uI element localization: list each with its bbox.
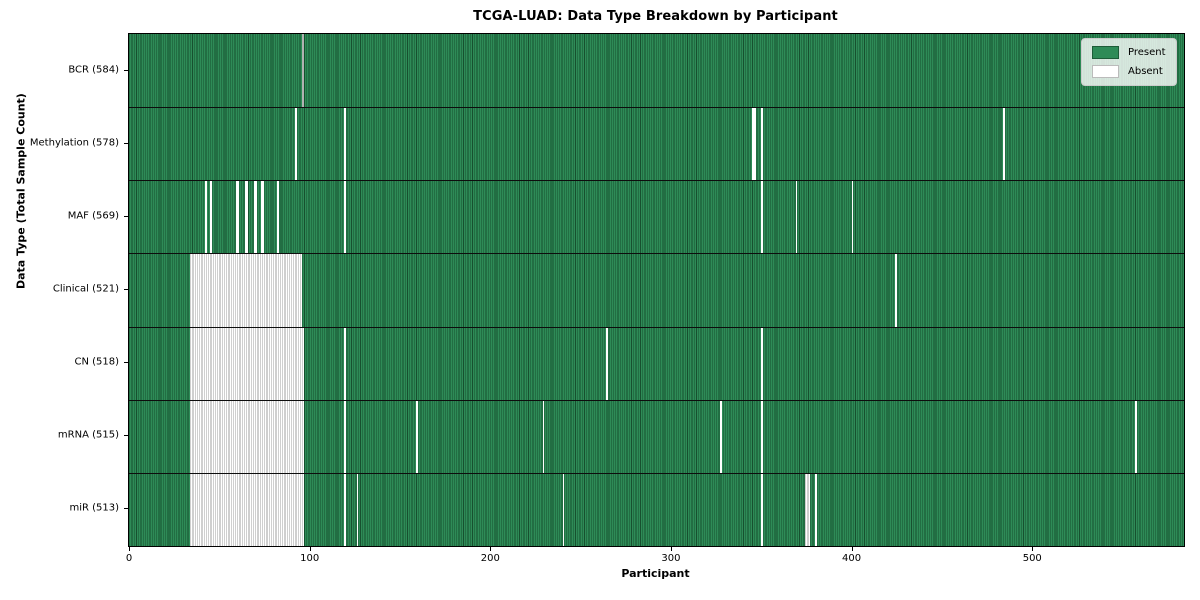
y-tick-label: MAF (569) bbox=[67, 210, 119, 222]
row-mir bbox=[129, 472, 1184, 546]
absent-stripe bbox=[894, 253, 897, 327]
x-tick-label: 400 bbox=[842, 553, 862, 564]
x-tick-mark bbox=[129, 547, 130, 551]
y-tick-mark bbox=[124, 215, 128, 217]
x-tick-label: 0 bbox=[125, 553, 133, 564]
plot-area bbox=[128, 33, 1185, 547]
legend-swatch-present bbox=[1092, 46, 1119, 59]
y-tick-label: miR (513) bbox=[69, 502, 119, 514]
absent-stripe bbox=[761, 107, 764, 181]
y-tick-label: mRNA (515) bbox=[57, 429, 119, 441]
legend-item-present: Present bbox=[1092, 46, 1166, 59]
x-tick-label: 500 bbox=[1022, 553, 1042, 564]
x-tick-label: 100 bbox=[300, 553, 320, 564]
absent-stripe bbox=[542, 399, 545, 473]
y-tick-label: CN (518) bbox=[74, 356, 119, 368]
absent-stripe bbox=[851, 180, 854, 254]
absent-stripe bbox=[562, 472, 565, 546]
absent-stripe bbox=[190, 326, 305, 400]
absent-stripe bbox=[210, 180, 213, 254]
y-tick-mark bbox=[124, 362, 128, 364]
absent-stripe bbox=[343, 180, 346, 254]
row-clinical bbox=[129, 253, 1184, 327]
y-tick-mark bbox=[124, 435, 128, 437]
x-tick-label: 300 bbox=[661, 553, 681, 564]
absent-stripe bbox=[1135, 399, 1138, 473]
row-mrna bbox=[129, 399, 1184, 473]
x-axis-label: Participant bbox=[621, 567, 690, 580]
row-maf bbox=[129, 180, 1184, 254]
absent-stripe bbox=[343, 399, 346, 473]
legend-label: Absent bbox=[1128, 66, 1163, 77]
row-divider bbox=[129, 253, 1184, 255]
absent-stripe bbox=[815, 472, 818, 546]
absent-stripe bbox=[204, 180, 207, 254]
absent-stripe bbox=[190, 399, 305, 473]
y-tick-label: BCR (584) bbox=[68, 64, 119, 76]
absent-stripe bbox=[795, 180, 798, 254]
absent-stripe bbox=[244, 180, 249, 254]
absent-stripe bbox=[752, 107, 756, 181]
row-cn bbox=[129, 326, 1184, 400]
x-tick-mark bbox=[490, 547, 492, 551]
y-tick-mark bbox=[124, 69, 128, 71]
legend-label: Present bbox=[1128, 47, 1166, 58]
absent-stripe bbox=[605, 326, 608, 400]
absent-stripe bbox=[295, 107, 297, 181]
row-bcr bbox=[129, 34, 1184, 108]
absent-stripe bbox=[356, 472, 359, 546]
row-divider bbox=[129, 180, 1184, 182]
y-tick-label: Methylation (578) bbox=[29, 137, 119, 149]
absent-stripe bbox=[761, 326, 764, 400]
gray-stripe bbox=[302, 34, 305, 108]
absent-stripe bbox=[343, 472, 346, 546]
y-tick-mark bbox=[124, 508, 128, 510]
x-tick-label: 200 bbox=[480, 553, 500, 564]
absent-stripe bbox=[1003, 107, 1006, 181]
absent-stripe bbox=[761, 399, 764, 473]
legend: Present Absent bbox=[1081, 38, 1177, 86]
row-divider bbox=[129, 399, 1184, 401]
absent-stripe bbox=[343, 326, 346, 400]
absent-stripe bbox=[190, 253, 303, 327]
absent-stripe bbox=[253, 180, 258, 254]
absent-stripe bbox=[190, 472, 305, 546]
absent-stripe bbox=[761, 180, 764, 254]
y-tick-mark bbox=[124, 289, 128, 290]
legend-item-absent: Absent bbox=[1092, 65, 1166, 78]
row-divider bbox=[129, 326, 1184, 328]
x-tick-mark bbox=[309, 547, 311, 551]
row-divider bbox=[129, 472, 1184, 474]
row-divider bbox=[129, 107, 1184, 109]
x-tick-mark bbox=[851, 547, 853, 551]
absent-stripe bbox=[719, 399, 722, 473]
x-tick-mark bbox=[1032, 547, 1034, 551]
absent-stripe bbox=[235, 180, 240, 254]
legend-swatch-absent bbox=[1092, 65, 1119, 78]
x-tick-mark bbox=[670, 547, 672, 551]
y-tick-mark bbox=[124, 142, 128, 144]
absent-stripe bbox=[804, 472, 811, 546]
absent-stripe bbox=[416, 399, 419, 473]
absent-stripe bbox=[260, 180, 265, 254]
y-tick-label: Clinical (521) bbox=[52, 283, 119, 295]
absent-stripe bbox=[277, 180, 279, 254]
chart-title: TCGA-LUAD: Data Type Breakdown by Partic… bbox=[473, 9, 838, 24]
absent-stripe bbox=[343, 107, 346, 181]
absent-stripe bbox=[761, 472, 764, 546]
row-methylation bbox=[129, 107, 1184, 181]
